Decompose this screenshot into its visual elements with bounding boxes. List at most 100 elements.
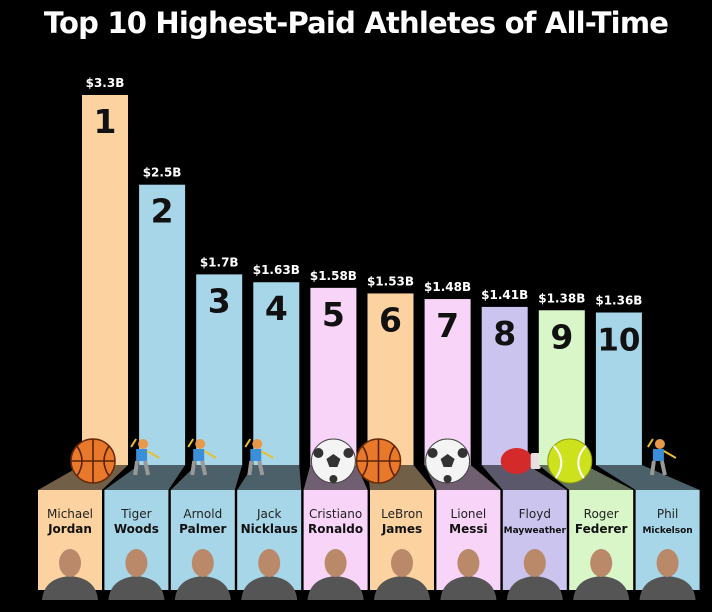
- bar-floor: [481, 465, 567, 490]
- rank-label: 2: [151, 192, 174, 231]
- athlete-last-name: Palmer: [179, 522, 226, 536]
- athlete-last-name: Mickelson: [642, 526, 692, 536]
- rank-label: 1: [94, 102, 117, 141]
- photo-shoulders: [573, 576, 630, 600]
- athlete-photo: [241, 549, 298, 600]
- athlete-first-name: Phil: [657, 507, 679, 521]
- golf-club: [244, 438, 274, 459]
- bar-group-8: $1.41B 8 Floyd Mayweather: [481, 288, 567, 600]
- rank-label: 3: [208, 281, 231, 320]
- ball-patch: [343, 448, 354, 458]
- value-label: $1.41B: [481, 288, 528, 302]
- athlete-photo: [440, 549, 497, 600]
- rank-label: 7: [436, 306, 459, 345]
- photo-head: [523, 549, 546, 577]
- golfer-head: [195, 439, 206, 449]
- bar-group-10: $1.36B 10 Phil Mickelson: [595, 294, 700, 600]
- bar-floor: [237, 465, 302, 490]
- photo-shoulders: [440, 576, 497, 600]
- photo-head: [656, 549, 679, 577]
- athlete-photo: [307, 549, 364, 600]
- rank-label: 6: [379, 300, 402, 339]
- ball-patch: [440, 454, 455, 467]
- athlete-last-name: Mayweather: [504, 526, 567, 536]
- value-label: $1.58B: [310, 269, 357, 283]
- athlete-photo: [506, 549, 563, 600]
- ball-seams: [71, 439, 115, 483]
- ball-patch: [326, 454, 341, 467]
- photo-head: [391, 549, 413, 577]
- athlete-last-name: Messi: [449, 522, 487, 536]
- golfer-head: [138, 439, 149, 449]
- bar-floor: [170, 465, 243, 490]
- photo-shoulders: [374, 576, 430, 600]
- rank-label: 5: [322, 295, 345, 334]
- rank-label: 9: [550, 317, 573, 356]
- bar: [367, 293, 414, 465]
- ball-patch: [457, 448, 468, 458]
- athlete-photo: [374, 549, 430, 600]
- golfer-icon: [244, 438, 274, 476]
- ball-patch: [427, 448, 438, 458]
- golfer-icon: [647, 438, 677, 476]
- athlete-last-name: Ronaldo: [308, 522, 363, 536]
- golfer-shirt: [250, 449, 262, 461]
- soccer-ball-icon: [310, 438, 356, 484]
- rank-label: 8: [493, 314, 516, 353]
- bar: [139, 184, 186, 466]
- athlete-last-name: Woods: [114, 522, 159, 536]
- golfer-legs: [190, 460, 208, 476]
- golfer-legs: [133, 460, 151, 476]
- golfer-legs: [649, 460, 667, 476]
- golfer-head: [654, 439, 665, 449]
- photo-head: [258, 549, 281, 577]
- boxing-glove-icon: [500, 448, 541, 474]
- bar: [82, 95, 128, 465]
- golfer-icon: [130, 438, 160, 476]
- athlete-first-name: Tiger: [120, 507, 151, 521]
- athlete-first-name: Michael: [47, 507, 93, 521]
- athlete-first-name: Lionel: [451, 507, 487, 521]
- photo-shoulders: [307, 576, 364, 600]
- value-label: $1.7B: [200, 255, 239, 269]
- tennis-ball-icon: [547, 438, 593, 484]
- bar: [595, 312, 642, 465]
- ball-seams: [356, 439, 401, 483]
- golf-club: [130, 438, 160, 459]
- soccer-ball-icon: [425, 438, 471, 484]
- photo-shoulders: [174, 576, 231, 600]
- bar: [253, 282, 300, 465]
- photo-head: [590, 549, 613, 577]
- ball-patch: [443, 475, 452, 483]
- golf-club: [647, 438, 677, 459]
- photo-head: [125, 549, 148, 577]
- athlete-first-name: LeBron: [381, 507, 423, 521]
- athlete-first-name: Roger: [584, 507, 619, 521]
- value-label: $1.53B: [367, 274, 414, 288]
- athlete-first-name: Jack: [256, 507, 281, 521]
- photo-head: [59, 549, 81, 577]
- bar-floor: [104, 465, 186, 490]
- athlete-first-name: Arnold: [183, 507, 222, 521]
- athlete-photo: [174, 549, 231, 600]
- basketball-icon: [70, 438, 116, 484]
- photo-shoulders: [639, 576, 696, 600]
- golfer-icon: [187, 438, 217, 476]
- glove-cuff: [530, 453, 541, 469]
- value-label: $3.3B: [86, 76, 125, 90]
- rank-label: 10: [597, 323, 640, 359]
- golfer-shirt: [193, 449, 205, 461]
- athlete-first-name: Floyd: [519, 507, 551, 521]
- photo-shoulders: [241, 576, 298, 600]
- golfer-legs: [247, 460, 265, 476]
- photo-head: [457, 549, 480, 577]
- photo-shoulders: [42, 576, 98, 600]
- chart-title: Top 10 Highest-Paid Athletes of All-Time: [43, 6, 669, 40]
- value-label: $1.63B: [253, 263, 300, 277]
- athlete-last-name: Jordan: [47, 522, 92, 536]
